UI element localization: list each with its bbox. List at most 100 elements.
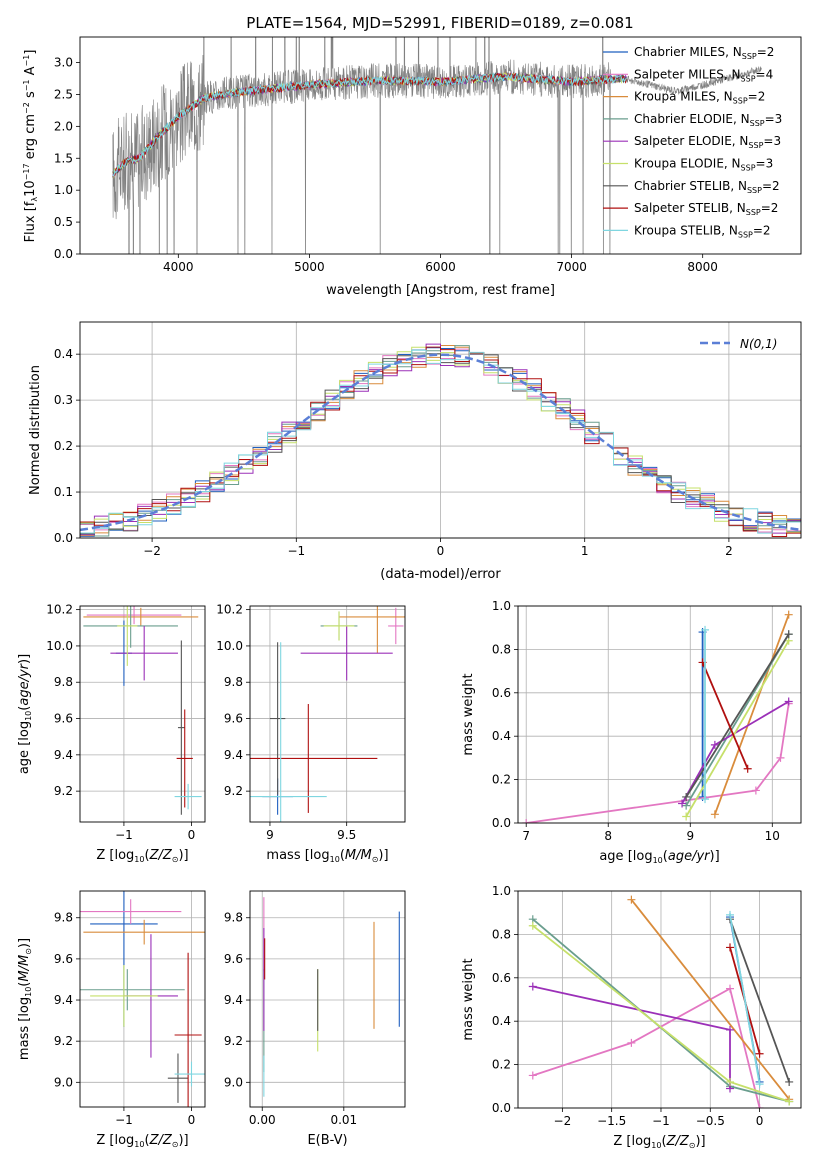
frame: 0.00 0.01 9.0 9.2 9.4 9.6 9.8 E(B-V) bbox=[224, 890, 406, 1148]
weight-marker bbox=[522, 819, 531, 823]
frame: 7 8 9 10 0.0 0.2 0.4 0.6 0.8 1.0 age [log10(age/yr… bbox=[461, 599, 802, 865]
weight-line bbox=[729, 918, 791, 1083]
legend-entry: Kroupa STELIB, NSSP=2 bbox=[634, 223, 771, 239]
x-tick-label: 0 bbox=[437, 544, 445, 558]
y-tick-label: 1.0 bbox=[492, 599, 511, 613]
x-tick-label: 7 bbox=[522, 829, 530, 843]
weight-marker bbox=[755, 1104, 764, 1108]
weight-marker bbox=[785, 1077, 794, 1086]
y-tick-label: 9.6 bbox=[54, 712, 73, 726]
axes-frame bbox=[79, 890, 206, 1108]
x-tick-label: 2 bbox=[725, 544, 733, 558]
weight-line bbox=[630, 899, 790, 1100]
x-tick-label: 0.00 bbox=[249, 1113, 276, 1127]
y-axis-label: mass [log10(M/M⊙)] bbox=[17, 938, 33, 1060]
plot-area bbox=[80, 891, 205, 1107]
y-axis-label: mass weight bbox=[461, 958, 476, 1040]
weight-marker bbox=[710, 740, 719, 749]
legend-entry: Salpeter MILES, NSSP=4 bbox=[634, 67, 773, 83]
y-axis-label: mass weight bbox=[461, 673, 476, 755]
axes-mass-vs-z: −1 0 9.0 9.2 9.4 9.6 9.8 Z [log10(Z/Z⊙)] mass [l… bbox=[17, 890, 206, 1149]
y-tick-label: 10.2 bbox=[46, 603, 73, 617]
plot-area bbox=[263, 897, 400, 1097]
y-tick-label: 1.5 bbox=[54, 151, 73, 165]
frame: 4000 5000 6000 7000 8000 0.0 0.5 1.0 1.5 2.0 2.5 3.… bbox=[22, 36, 802, 298]
plot-area bbox=[112, 37, 762, 254]
plot-area bbox=[522, 610, 793, 823]
y-tick-label: 10.2 bbox=[216, 603, 243, 617]
y-tick-label: 0.6 bbox=[492, 971, 511, 985]
axes-age-vs-z: −1 0 9.2 9.4 9.6 9.8 10.0 10.2 Z [log10(Z/Z⊙)] ag… bbox=[17, 603, 206, 864]
weight-marker bbox=[528, 1071, 537, 1080]
y-tick-label: 9.4 bbox=[224, 748, 243, 762]
x-tick-label: −2 bbox=[554, 1114, 572, 1128]
legend-entry: Chabrier STELIB, NSSP=2 bbox=[634, 179, 780, 195]
x-axis-label: Z [log10(Z/Z⊙)] bbox=[96, 848, 188, 864]
weight-marker bbox=[784, 697, 793, 706]
x-tick-label: 9 bbox=[266, 828, 274, 842]
weight-marker bbox=[710, 810, 719, 819]
plot-area bbox=[528, 895, 794, 1108]
x-tick-label: 0.01 bbox=[330, 1113, 357, 1127]
axes-frame bbox=[79, 605, 206, 823]
y-tick-label: 9.4 bbox=[54, 748, 73, 762]
plot-area bbox=[80, 343, 801, 537]
weight-marker bbox=[726, 984, 735, 993]
y-tick-label: 9.4 bbox=[224, 993, 243, 1007]
y-tick-label: 2.0 bbox=[54, 119, 73, 133]
normal-curve bbox=[80, 353, 801, 532]
y-tick-label: 0.2 bbox=[492, 1058, 511, 1072]
weight-marker bbox=[743, 764, 752, 773]
y-tick-label: 9.8 bbox=[224, 911, 243, 925]
y-tick-label: 10.0 bbox=[46, 639, 73, 653]
y-tick-label: 9.2 bbox=[224, 1034, 243, 1048]
x-tick-label: −1 bbox=[652, 1114, 670, 1128]
x-axis-label: E(B-V) bbox=[307, 1133, 347, 1148]
axes-frame bbox=[79, 36, 802, 255]
x-tick-label: 0 bbox=[756, 1114, 764, 1128]
frame: −1 0 9.2 9.4 9.6 9.8 10.0 10.2 Z [log10(Z/Z⊙)] ag… bbox=[17, 603, 206, 864]
axes-frame bbox=[249, 890, 406, 1108]
model-spectrum bbox=[112, 71, 628, 178]
axes-frame bbox=[79, 321, 802, 539]
y-tick-label: 0.2 bbox=[54, 439, 73, 453]
weight-marker bbox=[726, 943, 735, 952]
y-tick-label: 9.6 bbox=[54, 952, 73, 966]
weight-marker bbox=[755, 1080, 764, 1089]
weight-marker bbox=[726, 1025, 735, 1034]
y-tick-label: 9.8 bbox=[224, 675, 243, 689]
x-tick-label: 5000 bbox=[294, 260, 325, 274]
weight-line bbox=[701, 662, 749, 770]
y-tick-label: 9.0 bbox=[54, 1075, 73, 1089]
y-axis-label: Normed distribution bbox=[28, 365, 43, 495]
x-tick-label: 10 bbox=[765, 829, 780, 843]
axes-frame bbox=[517, 890, 802, 1109]
weight-marker bbox=[755, 1049, 764, 1058]
y-tick-label: 0.0 bbox=[54, 531, 73, 545]
weight-line bbox=[729, 914, 761, 1085]
x-tick-label: −1.5 bbox=[597, 1114, 626, 1128]
y-tick-label: 1.0 bbox=[54, 183, 73, 197]
y-tick-label: 9.2 bbox=[54, 1034, 73, 1048]
y-tick-label: 0.4 bbox=[492, 729, 511, 743]
weight-marker bbox=[776, 753, 785, 762]
weight-marker bbox=[784, 610, 793, 619]
legend-entry: Kroupa MILES, NSSP=2 bbox=[634, 90, 765, 106]
y-tick-label: 3.0 bbox=[54, 56, 73, 70]
y-tick-label: 9.6 bbox=[224, 712, 243, 726]
legend-entry: Salpeter STELIB, NSSP=2 bbox=[634, 201, 778, 217]
legend-entry: Chabrier ELODIE, NSSP=3 bbox=[634, 112, 782, 128]
weight-line bbox=[532, 987, 761, 1108]
y-tick-label: 9.2 bbox=[54, 784, 73, 798]
weight-line bbox=[685, 640, 790, 817]
x-axis-label: (data-model)/error bbox=[380, 567, 501, 582]
x-tick-label: 0 bbox=[188, 1113, 196, 1127]
y-tick-label: 9.2 bbox=[224, 784, 243, 798]
x-tick-label: −2 bbox=[143, 544, 161, 558]
weight-line bbox=[685, 633, 790, 798]
axes-residuals: −2 −1 0 1 2 0.0 0.1 0.2 0.3 0.4 N(0,1) (data-model)… bbox=[28, 321, 802, 582]
axes-weight-vs-z: −2 −1.5 −1 −0.5 0 0.0 0.2 0.4 0.6 0.8 1.0 Z [log10(… bbox=[461, 884, 802, 1150]
x-tick-label: 7000 bbox=[556, 260, 587, 274]
x-axis-label: age [log10(age/yr)] bbox=[599, 849, 719, 865]
